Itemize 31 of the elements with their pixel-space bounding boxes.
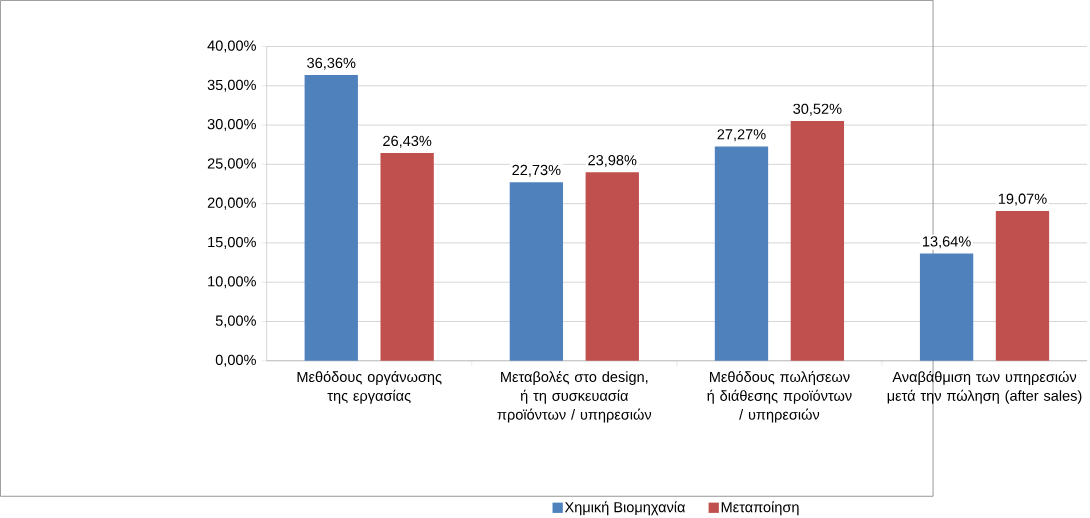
bar <box>380 153 434 361</box>
data-label: 36,36% <box>307 57 356 70</box>
data-label: 13,64% <box>923 236 971 249</box>
legend-label: Χημική Βιομηχανία <box>564 501 686 516</box>
x-tick-label: Αναβάθμιση των υπηρεσιών μετά την πώληση (after sales) <box>887 371 1082 404</box>
bar <box>919 253 974 361</box>
bar <box>304 75 358 361</box>
x-tick-label: Μεθόδους πωλήσεων ή διάθεσης προϊόντων / υπηρεσιών <box>707 371 852 423</box>
y-tick-label: 0,00% <box>215 354 256 367</box>
y-tick-label: 15,00% <box>208 237 256 250</box>
y-tick-label: 10,00% <box>208 276 256 289</box>
bar <box>790 121 845 361</box>
data-label: 30,52% <box>793 103 842 116</box>
y-tick-label: 30,00% <box>207 119 256 132</box>
x-tick-label: Μεταβολές στο design, ή τη συσκευασία προϊόντων / υπηρεσιών <box>497 371 652 423</box>
bar <box>995 211 1050 361</box>
bar <box>509 182 564 361</box>
y-tick-label: 20,00% <box>207 197 256 210</box>
data-label: 19,07% <box>998 193 1047 206</box>
data-label: 23,98% <box>588 155 637 168</box>
y-tick-label: 25,00% <box>207 158 256 171</box>
bar <box>714 146 769 361</box>
data-label: 26,43% <box>383 135 432 148</box>
data-label: 22,73% <box>512 164 561 177</box>
x-tick-label: Μεθόδους οργάνωσης της εργασίας <box>297 371 442 404</box>
data-label: 27,27% <box>717 129 766 142</box>
y-tick-label: 40,00% <box>207 40 256 53</box>
legend-label: Μεταποίηση <box>721 501 799 516</box>
y-tick-label: 5,00% <box>215 315 256 328</box>
bar <box>585 172 639 361</box>
y-tick-label: 35,00% <box>207 79 256 92</box>
